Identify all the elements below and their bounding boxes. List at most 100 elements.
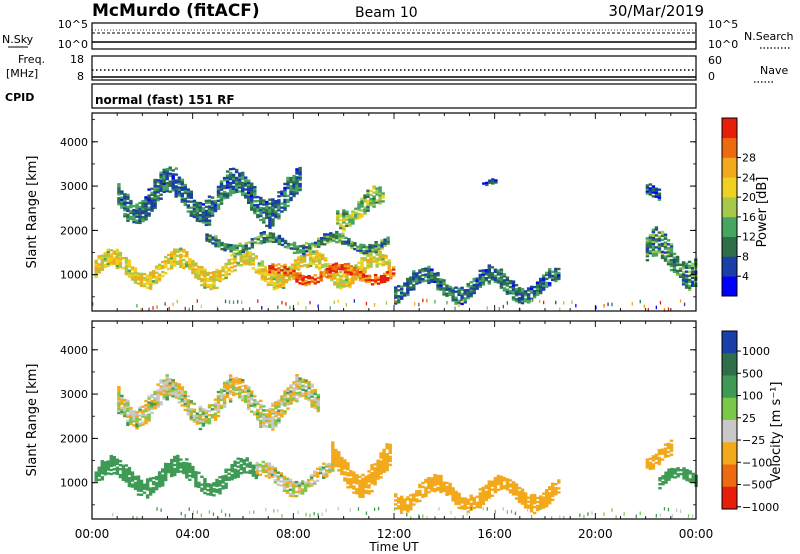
echo-cell [179,257,183,260]
echo-cell [106,250,111,253]
echo-cell [103,473,108,476]
noise-cell [353,299,355,303]
echo-cell [222,405,227,408]
echo-cell [280,411,284,414]
echo-cell [189,212,194,215]
echo-cell [382,272,387,275]
echo-cell [204,409,209,412]
echo-cell [654,189,659,192]
echo-cell [241,183,245,187]
echo-cell [490,480,495,483]
echo-cell [192,420,197,423]
echo-cell [273,479,278,482]
echo-cell [251,464,256,467]
echo-cell [268,419,272,423]
echo-cell [118,460,123,463]
echo-cell [162,383,166,386]
echo-cell [271,204,275,207]
echo-cell [180,192,185,195]
echo-cell [539,505,543,508]
echo-cell [364,280,369,284]
echo-cell [148,479,153,482]
echo-cell [124,470,129,473]
echo-cell [138,408,142,411]
echo-cell [331,469,335,472]
echo-cell [235,246,239,249]
echo-cell [339,278,343,282]
echo-cell [295,397,299,401]
echo-cell [362,249,366,253]
echo-cell [180,398,185,401]
echo-cell [145,496,150,499]
echo-cell [191,473,195,477]
echo-cell [508,291,513,295]
echo-cell [469,281,473,284]
echo-cell [157,265,162,268]
echo-cell [283,208,287,212]
echo-cell [409,506,413,509]
echo-cell [171,179,175,182]
echo-cell [171,177,175,180]
echo-cell [162,184,166,188]
echo-cell [361,495,365,498]
echo-cell [257,264,262,267]
echo-cell [309,474,314,477]
x-tick-label: 16:00 [477,527,512,541]
echo-cell [645,259,650,262]
echo-cell [212,284,216,288]
echo-cell [245,262,249,266]
echo-cell [136,493,141,496]
echo-cell [260,270,265,273]
echo-cell [147,397,151,400]
echo-cell [306,481,311,484]
echo-cell [183,394,188,398]
echo-cell [378,188,382,191]
echo-cell [262,237,267,240]
x-tick-label: 04:00 [175,527,210,541]
echo-cell [412,280,416,283]
echo-cell [106,472,111,475]
echo-cell [310,399,314,402]
echo-cell [292,176,296,180]
echo-cell [684,284,689,287]
echo-cell [135,209,139,212]
echo-cell [248,463,252,467]
echo-cell [669,258,674,262]
echo-cell [250,208,254,211]
echo-cell [157,275,162,278]
echo-cell [250,186,254,189]
echo-cell [124,472,129,475]
echo-cell [106,464,111,467]
echo-cell [339,223,343,226]
echo-cell [138,201,142,205]
echo-cell [112,458,117,461]
echo-cell [439,484,443,488]
echo-cell [357,216,361,220]
echo-cell [554,493,558,496]
echo-cell [551,276,555,280]
echo-cell [233,257,237,260]
echo-cell [336,218,340,221]
echo-cell [292,182,296,186]
echo-cell [666,454,671,458]
echo-cell [651,465,656,468]
echo-cell [145,276,150,279]
echo-cell [280,413,284,416]
echo-cell [176,254,180,257]
echo-cell [481,273,486,276]
echo-cell [514,300,519,303]
echo-cell [345,224,349,227]
echo-cell [688,478,692,481]
echo-cell [115,470,120,473]
echo-cell [241,193,245,197]
echo-cell [313,482,317,485]
echo-cell [133,277,138,280]
echo-cell [150,191,154,194]
echo-cell [283,194,287,198]
echo-cell [167,470,171,474]
echo-cell [201,424,206,427]
echo-cell [511,493,516,496]
echo-cell [535,285,540,288]
echo-cell [343,477,347,480]
